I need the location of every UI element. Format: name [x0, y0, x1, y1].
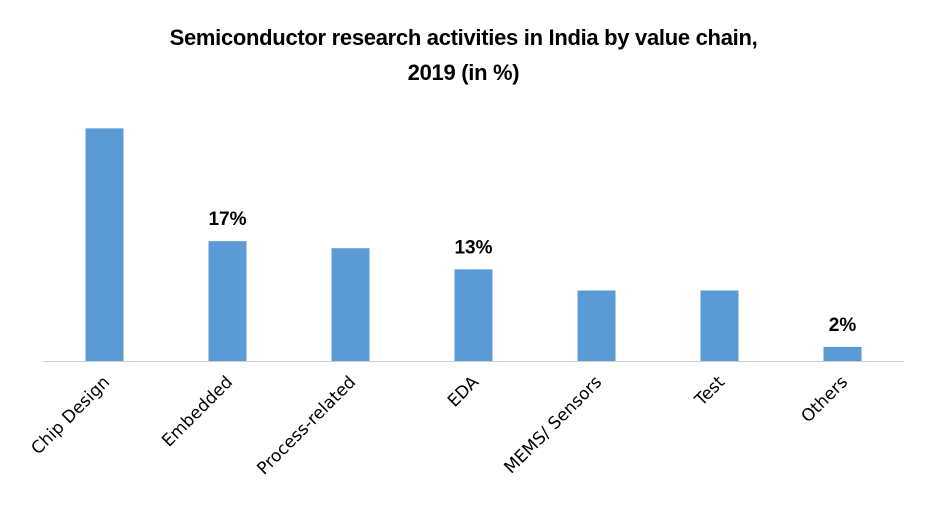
x-tick-label: Chip Design	[28, 372, 114, 458]
data-label: 2%	[829, 315, 857, 336]
chart-title-line-2: 2019 (in %)	[407, 60, 520, 85]
x-tick-label: Embedded	[158, 372, 237, 451]
bar-mems-sensors	[577, 290, 616, 361]
bar-chip-design	[85, 128, 124, 361]
x-tick-label: Others	[797, 372, 852, 427]
data-label: 17%	[208, 209, 246, 230]
chart-title: Semiconductor research activities in Ind…	[0, 20, 927, 90]
bar-test	[700, 290, 739, 361]
bar-eda	[454, 269, 493, 361]
bar-embedded	[208, 241, 247, 361]
x-tick-label: Process-related	[253, 372, 360, 479]
x-tick-label: Test	[691, 372, 730, 411]
x-tick-label: EDA	[444, 372, 483, 411]
bar-others	[823, 346, 862, 361]
bar-process-related	[331, 248, 370, 361]
data-label: 13%	[454, 237, 492, 258]
x-tick-label: MEMS/ Sensors	[501, 372, 607, 478]
chart-title-line-1: Semiconductor research activities in Ind…	[169, 25, 758, 50]
